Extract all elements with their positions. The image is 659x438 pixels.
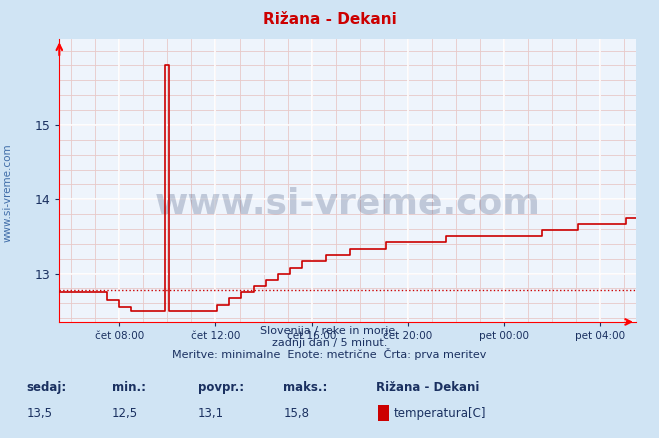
Text: min.:: min.: <box>112 381 146 394</box>
Text: www.si-vreme.com: www.si-vreme.com <box>3 143 13 242</box>
Text: sedaj:: sedaj: <box>26 381 67 394</box>
Text: Slovenija / reke in morje.: Slovenija / reke in morje. <box>260 326 399 336</box>
Text: Meritve: minimalne  Enote: metrične  Črta: prva meritev: Meritve: minimalne Enote: metrične Črta:… <box>172 348 487 360</box>
Text: Rižana - Dekani: Rižana - Dekani <box>376 381 479 394</box>
Text: povpr.:: povpr.: <box>198 381 244 394</box>
Text: 13,1: 13,1 <box>198 407 224 420</box>
Text: zadnji dan / 5 minut.: zadnji dan / 5 minut. <box>272 338 387 347</box>
Text: 12,5: 12,5 <box>112 407 138 420</box>
Text: www.si-vreme.com: www.si-vreme.com <box>155 186 540 220</box>
Text: 15,8: 15,8 <box>283 407 309 420</box>
Text: temperatura[C]: temperatura[C] <box>394 407 486 420</box>
Text: 13,5: 13,5 <box>26 407 52 420</box>
Text: Rižana - Dekani: Rižana - Dekani <box>263 12 396 27</box>
Text: maks.:: maks.: <box>283 381 328 394</box>
